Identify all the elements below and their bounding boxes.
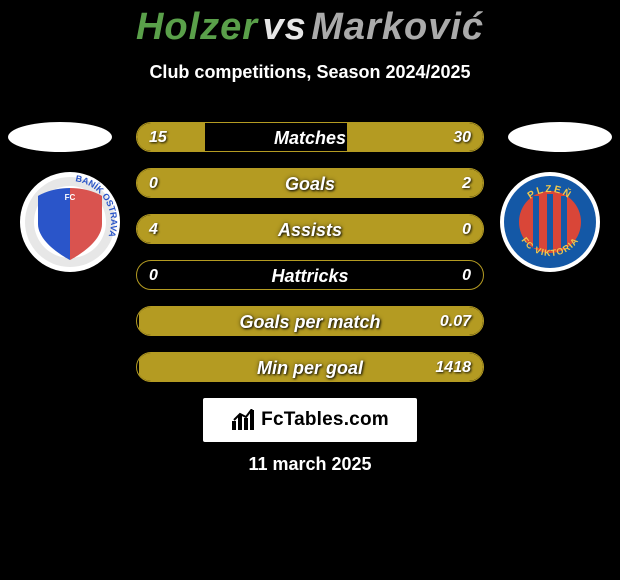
subtitle: Club competitions, Season 2024/2025: [0, 62, 620, 83]
comparison-card: Holzer vs Marković Club competitions, Se…: [0, 0, 620, 580]
stat-fill-left: [137, 215, 481, 243]
brand-badge: FcTables.com: [203, 398, 417, 442]
stat-fill-right: [347, 123, 483, 151]
club-crest-left: BANÍK OSTRAVA FC: [20, 172, 120, 272]
bars-icon: [231, 409, 255, 431]
stat-row: 1418Min per goal: [136, 352, 484, 382]
stat-row: 02Goals: [136, 168, 484, 198]
stat-value-right: 0: [462, 261, 471, 289]
flag-left: [8, 122, 112, 152]
stat-fill-right: [139, 307, 483, 335]
stat-value-left: 0: [149, 261, 158, 289]
svg-text:FC: FC: [65, 193, 76, 202]
stat-fill-right: [481, 215, 483, 243]
stat-label: Hattricks: [137, 261, 483, 289]
vs-separator: vs: [263, 6, 307, 48]
banik-ostrava-icon: BANÍK OSTRAVA FC: [20, 172, 120, 272]
stat-fill-left: [137, 123, 205, 151]
stat-row: 1530Matches: [136, 122, 484, 152]
viktoria-plzen-icon: PLZEŇ FC VIKTORIA: [500, 172, 600, 272]
flag-right: [508, 122, 612, 152]
footer-date: 11 march 2025: [0, 454, 620, 475]
stat-row: 0 0Hattricks: [136, 260, 484, 290]
stat-fill-right: [139, 353, 483, 381]
stats-block: 1530Matches 02Goals 40Assists 0 0Hattricks 0.…: [136, 122, 484, 382]
club-crest-right: PLZEŇ FC VIKTORIA: [500, 172, 600, 272]
brand-text: FcTables.com: [261, 409, 389, 431]
page-title: Holzer vs Marković: [0, 6, 620, 49]
player-right-name: Marković: [311, 6, 484, 48]
stat-row: 0.07Goals per match: [136, 306, 484, 336]
stat-row: 40Assists: [136, 214, 484, 244]
stat-fill-right: [139, 169, 483, 197]
player-left-name: Holzer: [136, 6, 258, 48]
